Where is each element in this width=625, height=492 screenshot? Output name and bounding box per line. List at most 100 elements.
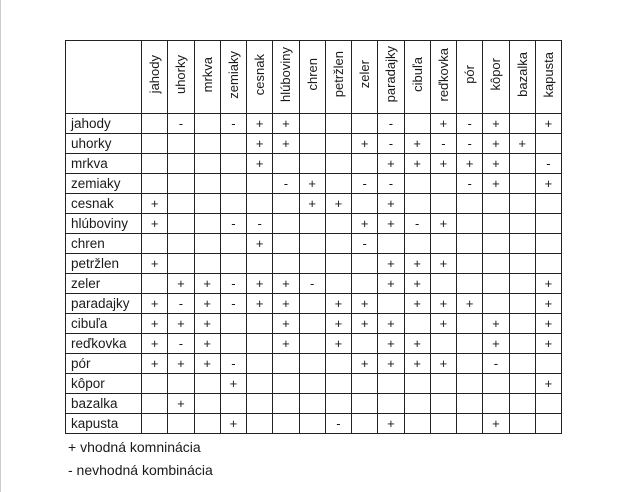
matrix-cell-empty: [324, 353, 353, 374]
matrix-cell-empty: [403, 193, 431, 214]
matrix-cell-suitable: +: [377, 313, 405, 334]
matrix-cell-empty: [298, 373, 326, 394]
matrix-cell-empty: [534, 233, 563, 254]
matrix-cell-suitable: +: [167, 313, 195, 334]
matrix-cell-suitable: +: [534, 173, 563, 194]
matrix-cell-empty: [534, 193, 563, 214]
table-row: mrkva + + + + + + -: [65, 153, 563, 174]
matrix-cell-suitable: +: [272, 133, 300, 154]
row-header: chren: [65, 233, 142, 254]
matrix-cell-empty: [455, 413, 484, 434]
matrix-cell-empty: [245, 393, 274, 414]
matrix-cell-empty: [534, 133, 563, 154]
matrix-cell-empty: [403, 373, 431, 394]
table-row: reďkovka + - + + + + + + +: [65, 333, 563, 354]
matrix-cell-empty: [377, 293, 405, 314]
matrix-cell-empty: [508, 393, 536, 414]
matrix-cell-suitable: +: [324, 293, 353, 314]
matrix-cell-empty: [324, 133, 353, 154]
row-header: kôpor: [65, 373, 142, 394]
matrix-cell-suitable: +: [429, 353, 458, 374]
matrix-cell-suitable: +: [377, 213, 405, 234]
matrix-cell-empty: [508, 153, 536, 174]
matrix-cell-unsuitable: -: [534, 153, 563, 174]
matrix-cell-suitable: +: [324, 333, 353, 354]
matrix-cell-suitable: +: [167, 273, 195, 294]
row-header: jahody: [65, 113, 142, 134]
column-header-label: chren: [304, 58, 320, 91]
matrix-cell-suitable: +: [429, 253, 458, 274]
matrix-cell-empty: [508, 353, 536, 374]
matrix-cell-suitable: +: [140, 193, 169, 214]
matrix-cell-empty: [403, 313, 431, 334]
matrix-cell-empty: [324, 393, 353, 414]
row-header: pór: [65, 353, 142, 374]
matrix-cell-empty: [508, 273, 536, 294]
column-header: bazalka: [508, 40, 536, 114]
matrix-cell-empty: [429, 273, 458, 294]
matrix-cell-suitable: +: [534, 273, 563, 294]
matrix-cell-empty: [298, 353, 326, 374]
table-row: kôpor + +: [65, 373, 563, 394]
column-header: kôpor: [482, 40, 510, 114]
matrix-cell-empty: [508, 413, 536, 434]
matrix-cell-suitable: +: [350, 353, 379, 374]
row-header: zeler: [65, 273, 142, 294]
matrix-cell-suitable: +: [272, 333, 300, 354]
matrix-cell-suitable: +: [140, 293, 169, 314]
matrix-cell-empty: [508, 253, 536, 274]
column-header: cesnak: [245, 40, 274, 114]
matrix-cell-empty: [482, 213, 510, 234]
column-header: mrkva: [193, 40, 221, 114]
matrix-cell-empty: [193, 193, 221, 214]
matrix-cell-empty: [324, 273, 353, 294]
matrix-cell-unsuitable: -: [377, 113, 405, 134]
matrix-cell-suitable: +: [298, 173, 326, 194]
table-row: zemiaky - + - - - + +: [65, 173, 563, 194]
matrix-cell-empty: [272, 233, 300, 254]
matrix-cell-empty: [140, 173, 169, 194]
table-row: paradajky + - + - + + + + + + + +: [65, 293, 563, 314]
matrix-cell-suitable: +: [429, 293, 458, 314]
column-header: pór: [455, 40, 484, 114]
table-row: uhorky + + + - + - - + +: [65, 133, 563, 154]
matrix-cell-suitable: +: [193, 273, 221, 294]
matrix-cell-empty: [298, 413, 326, 434]
row-header: kapusta: [65, 413, 142, 434]
matrix-cell-empty: [298, 333, 326, 354]
matrix-cell-empty: [482, 393, 510, 414]
matrix-cell-empty: [140, 233, 169, 254]
matrix-cell-suitable: +: [534, 333, 563, 354]
matrix-cell-empty: [508, 113, 536, 134]
matrix-cell-empty: [219, 253, 248, 274]
matrix-cell-suitable: +: [429, 313, 458, 334]
matrix-cell-empty: [429, 333, 458, 354]
column-header: jahody: [140, 40, 169, 114]
matrix-cell-empty: [167, 233, 195, 254]
matrix-cell-empty: [455, 373, 484, 394]
matrix-cell-unsuitable: -: [167, 113, 195, 134]
matrix-cell-empty: [219, 333, 248, 354]
matrix-cell-unsuitable: -: [377, 173, 405, 194]
matrix-cell-suitable: +: [350, 293, 379, 314]
matrix-cell-empty: [298, 133, 326, 154]
matrix-cell-suitable: +: [482, 153, 510, 174]
matrix-cell-empty: [429, 373, 458, 394]
matrix-cell-unsuitable: -: [350, 173, 379, 194]
matrix-cell-empty: [429, 233, 458, 254]
matrix-cell-unsuitable: -: [455, 173, 484, 194]
matrix-cell-empty: [482, 293, 510, 314]
matrix-cell-empty: [455, 353, 484, 374]
matrix-cell-empty: [324, 373, 353, 394]
matrix-cell-suitable: +: [272, 273, 300, 294]
matrix-cell-empty: [350, 413, 379, 434]
matrix-cell-empty: [508, 373, 536, 394]
matrix-cell-unsuitable: -: [167, 293, 195, 314]
table-row: jahody - - + + - + - + +: [65, 113, 563, 134]
matrix-cell-empty: [350, 113, 379, 134]
matrix-cell-suitable: +: [429, 113, 458, 134]
matrix-cell-suitable: +: [324, 313, 353, 334]
matrix-cell-suitable: +: [350, 213, 379, 234]
matrix-cell-suitable: +: [482, 113, 510, 134]
matrix-cell-empty: [508, 233, 536, 254]
